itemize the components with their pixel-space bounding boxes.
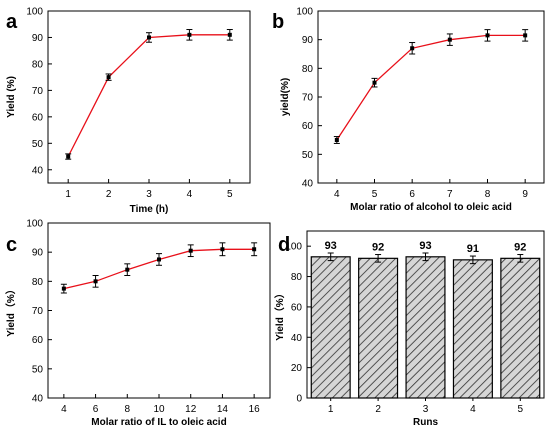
x-tick-label: 2 xyxy=(375,404,381,415)
bar xyxy=(500,257,541,399)
chart-panel-a: a 40 50 60 70 80 90 100 Yield (%) Time (h) 1 2 3 4 5 xyxy=(6,7,251,215)
x-tick-label: 6 xyxy=(93,404,99,415)
x-tick-label: 1 xyxy=(65,189,71,200)
y-tick-label: 100 xyxy=(285,242,302,253)
y-tick-label: 0 xyxy=(296,394,302,405)
chart-panel-c: c 40 50 60 70 80 90 100 Yield（%） Molar ratio of I… xyxy=(4,219,271,428)
data-point xyxy=(66,154,71,159)
y-axis-label: Yield (%) xyxy=(6,76,17,118)
data-point xyxy=(227,32,232,37)
y-tick-label: 60 xyxy=(291,302,303,313)
x-tick-label: 4 xyxy=(61,404,67,415)
y-tick-label: 40 xyxy=(302,179,314,190)
bar xyxy=(405,256,446,399)
bar xyxy=(358,257,399,399)
y-tick-label: 70 xyxy=(32,306,44,317)
y-axis-label: yield(%) xyxy=(280,78,291,116)
x-tick-label: 5 xyxy=(372,189,378,200)
x-axis-label: Time (h) xyxy=(130,204,169,215)
data-point xyxy=(252,247,257,252)
x-tick-label: 7 xyxy=(447,189,453,200)
data-point xyxy=(485,33,490,38)
chart-panel-b: b 40 50 60 70 80 90 100 yield(%) Molar ratio of a… xyxy=(272,7,545,213)
data-point xyxy=(447,37,452,42)
x-tick-label: 2 xyxy=(106,189,112,200)
panel-letter: d xyxy=(278,234,290,256)
y-tick-label: 80 xyxy=(291,272,303,283)
y-tick-label: 100 xyxy=(26,219,43,230)
x-tick-label: 8 xyxy=(125,404,131,415)
x-tick-label: 5 xyxy=(518,404,524,415)
x-tick-label: 4 xyxy=(470,404,476,415)
y-tick-label: 80 xyxy=(32,59,44,70)
bar xyxy=(310,256,351,399)
x-axis-label: Molar ratio of alcohol to oleic acid xyxy=(350,202,512,213)
data-point xyxy=(125,267,130,272)
y-tick-label: 100 xyxy=(26,7,43,18)
y-tick-label: 60 xyxy=(32,112,44,123)
chart-panel-d: d 0 20 40 60 80 100 Yield（%） Runs 93 1 92 2 93 3 91 4 92 5 xyxy=(273,230,545,428)
y-axis-label: Yield（%） xyxy=(4,284,17,336)
data-point xyxy=(106,75,111,80)
data-label: 91 xyxy=(467,243,479,255)
series-line xyxy=(67,34,230,157)
data-point xyxy=(220,247,225,252)
x-tick-label: 3 xyxy=(146,189,152,200)
y-tick-label: 60 xyxy=(302,121,314,132)
x-tick-label: 3 xyxy=(423,404,429,415)
data-point xyxy=(372,80,377,85)
y-tick-label: 40 xyxy=(291,333,303,344)
data-label: 92 xyxy=(372,242,384,254)
data-point xyxy=(157,257,161,262)
panel-letter: c xyxy=(6,234,17,256)
data-point xyxy=(147,35,151,40)
x-tick-label: 1 xyxy=(328,404,334,415)
data-label: 93 xyxy=(419,240,431,252)
panel-letter: a xyxy=(6,11,18,33)
y-tick-label: 60 xyxy=(32,335,44,346)
x-tick-label: 9 xyxy=(522,189,528,200)
y-tick-label: 100 xyxy=(296,7,313,18)
y-tick-label: 80 xyxy=(302,64,314,75)
data-point xyxy=(334,138,339,142)
y-tick-label: 80 xyxy=(32,277,44,288)
panel-letter: b xyxy=(272,11,284,33)
y-tick-label: 20 xyxy=(291,363,303,374)
x-axis-label: Molar ratio of IL to oleic acid xyxy=(91,417,226,428)
y-tick-label: 90 xyxy=(32,33,44,44)
data-point xyxy=(187,32,192,37)
data-point xyxy=(61,286,66,291)
data-label: 92 xyxy=(514,242,526,254)
data-label: 93 xyxy=(325,240,337,252)
x-tick-label: 8 xyxy=(485,189,491,200)
y-tick-label: 70 xyxy=(302,93,314,104)
y-tick-label: 40 xyxy=(32,165,44,176)
data-point xyxy=(410,46,415,51)
x-tick-label: 6 xyxy=(409,189,415,200)
plot-frame xyxy=(317,10,545,184)
x-tick-label: 14 xyxy=(217,404,229,415)
data-point xyxy=(93,279,98,284)
bar xyxy=(452,259,493,399)
y-tick-label: 90 xyxy=(302,35,314,46)
x-tick-label: 16 xyxy=(249,404,261,415)
x-tick-label: 5 xyxy=(227,189,233,200)
y-tick-label: 40 xyxy=(32,394,44,405)
x-tick-label: 4 xyxy=(187,189,193,200)
data-point xyxy=(523,33,528,38)
x-tick-label: 10 xyxy=(153,404,165,415)
series-line xyxy=(336,34,526,141)
x-axis-label: Runs xyxy=(413,417,438,428)
x-tick-label: 4 xyxy=(334,189,340,200)
x-tick-label: 12 xyxy=(185,404,197,415)
y-tick-label: 70 xyxy=(32,86,44,97)
y-tick-label: 50 xyxy=(32,139,44,150)
y-axis-label: Yield（%） xyxy=(273,288,286,340)
y-tick-label: 90 xyxy=(32,248,44,259)
data-point xyxy=(188,248,193,253)
y-tick-label: 50 xyxy=(32,364,44,375)
y-tick-label: 50 xyxy=(302,150,314,161)
